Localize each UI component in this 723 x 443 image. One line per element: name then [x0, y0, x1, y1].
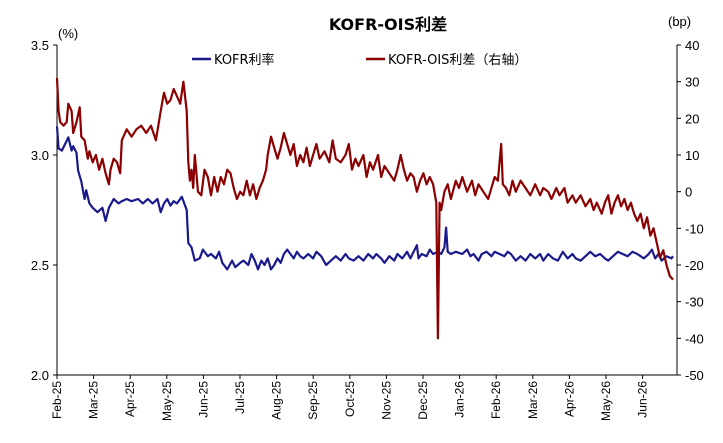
- legend-label-kofr: KOFR利率: [214, 52, 275, 68]
- left-tick-label: 3.5: [31, 38, 49, 53]
- x-tick-label: Feb-25: [50, 381, 64, 419]
- x-tick-label: May-25: [160, 381, 174, 421]
- legend-label-spread: KOFR-OIS利差（右轴）: [388, 53, 527, 68]
- right-tick-label: -10: [685, 221, 704, 236]
- chart-title: KOFR-OIS利差: [329, 15, 447, 34]
- x-tick-label: Jun-25: [196, 381, 210, 418]
- right-tick-label: -40: [685, 331, 704, 346]
- legend: KOFR利率 KOFR-OIS利差（右轴）: [192, 52, 527, 68]
- right-tick-label: 20: [685, 111, 699, 126]
- left-axis-unit: (%): [58, 26, 78, 41]
- right-tick-label: -30: [685, 295, 704, 310]
- series-layer: [55, 77, 674, 340]
- right-tick-label: 10: [685, 148, 699, 163]
- x-tick-label: Apr-25: [123, 381, 137, 417]
- plot-frame: [56, 45, 678, 376]
- right-tick-label: -20: [685, 258, 704, 273]
- left-tick-label: 3.0: [31, 148, 49, 163]
- x-tick-label: Aug-25: [270, 381, 284, 420]
- series-line-kofr: [55, 126, 674, 271]
- left-axis-ticks: 3.5 3.0 2.5 2.0: [31, 38, 57, 383]
- right-tick-label: 0: [685, 185, 692, 200]
- x-tick-label: Mar-26: [526, 381, 540, 419]
- left-tick-label: 2.5: [31, 258, 49, 273]
- x-tick-label: Jun-26: [636, 381, 650, 418]
- x-tick-label: Mar-25: [87, 381, 101, 419]
- x-axis-ticks: Feb-25 Mar-25 Apr-25 May-25 Jun-25 Jul-25 Aug-…: [50, 375, 650, 421]
- x-tick-label: Jul-25: [233, 381, 247, 414]
- right-axis-ticks: 40 30 20 10 0 -10 -20 -30 -40 -50: [677, 38, 704, 383]
- x-tick-label: Jan-26: [453, 381, 467, 418]
- right-tick-label: -50: [685, 368, 704, 383]
- x-tick-label: Feb-26: [489, 381, 503, 419]
- x-tick-label: Dec-25: [416, 381, 430, 420]
- series-line-spread: [55, 77, 674, 340]
- x-tick-label: May-26: [599, 381, 613, 421]
- left-tick-label: 2.0: [31, 368, 49, 383]
- right-tick-label: 30: [685, 75, 699, 90]
- x-tick-label: Nov-25: [379, 381, 393, 420]
- x-tick-label: Apr-26: [562, 381, 576, 417]
- right-axis-unit: (bp): [668, 14, 691, 29]
- x-tick-label: Oct-25: [343, 381, 357, 417]
- right-tick-label: 40: [685, 38, 699, 53]
- x-tick-label: Sep-25: [306, 381, 320, 420]
